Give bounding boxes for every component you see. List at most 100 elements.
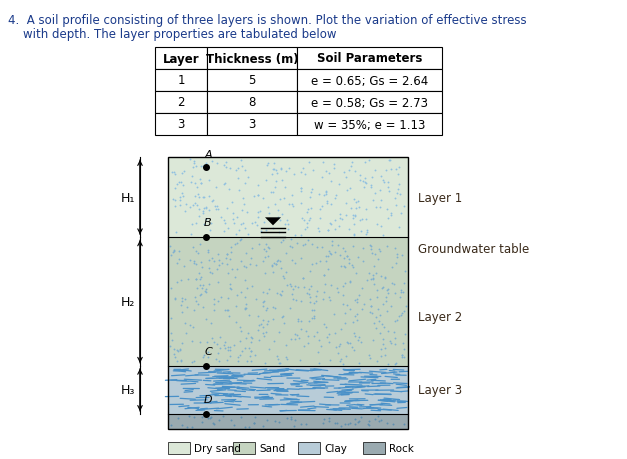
Point	[396, 289, 406, 296]
Point	[228, 265, 238, 273]
Point	[239, 201, 249, 208]
Point	[230, 241, 240, 248]
Point	[347, 344, 357, 351]
Point	[383, 286, 393, 293]
Point	[369, 251, 379, 258]
Point	[224, 313, 234, 320]
Point	[268, 315, 278, 323]
Point	[204, 269, 214, 276]
Point	[290, 231, 300, 239]
Point	[253, 312, 263, 319]
Point	[241, 305, 251, 312]
Point	[355, 177, 365, 185]
Point	[177, 169, 187, 177]
Point	[179, 168, 189, 175]
Point	[296, 185, 306, 192]
Point	[176, 358, 186, 365]
Point	[350, 213, 360, 220]
Text: Rock: Rock	[389, 443, 414, 453]
Point	[250, 352, 260, 359]
Point	[226, 416, 236, 424]
Point	[396, 312, 406, 319]
Point	[336, 356, 346, 363]
Point	[339, 169, 349, 177]
Point	[247, 283, 257, 291]
Point	[229, 422, 240, 429]
Point	[384, 338, 394, 345]
Point	[290, 260, 300, 267]
Point	[339, 263, 349, 270]
Point	[166, 329, 176, 336]
Point	[361, 180, 371, 187]
Point	[176, 357, 186, 364]
Point	[180, 208, 190, 216]
Point	[380, 352, 390, 359]
Point	[293, 317, 303, 325]
Point	[189, 259, 199, 267]
Bar	[297, 48, 442, 70]
Point	[196, 163, 206, 171]
Point	[378, 284, 388, 291]
Point	[279, 320, 289, 327]
Point	[206, 220, 216, 228]
Point	[324, 293, 334, 301]
Point	[345, 419, 356, 426]
Point	[166, 343, 176, 350]
Point	[265, 189, 275, 196]
Point	[250, 414, 260, 421]
Point	[264, 345, 274, 353]
Point	[340, 310, 350, 317]
Point	[225, 280, 235, 288]
Point	[287, 192, 297, 199]
Point	[289, 423, 299, 430]
Point	[204, 257, 214, 264]
Point	[384, 157, 394, 164]
Point	[302, 290, 312, 297]
Point	[361, 216, 371, 223]
Point	[325, 356, 335, 364]
Point	[372, 287, 382, 294]
Point	[371, 204, 381, 211]
Point	[189, 257, 199, 265]
Point	[219, 181, 229, 188]
Point	[191, 260, 201, 268]
Point	[335, 211, 345, 218]
Point	[386, 340, 396, 347]
Point	[246, 254, 256, 262]
Point	[295, 188, 305, 195]
Point	[297, 242, 307, 250]
Point	[298, 274, 308, 282]
Point	[242, 209, 252, 216]
Point	[344, 226, 354, 233]
Point	[201, 286, 211, 293]
Point	[239, 263, 249, 270]
Point	[179, 319, 189, 327]
Point	[383, 179, 393, 187]
Point	[335, 357, 345, 364]
Point	[391, 340, 401, 347]
Point	[303, 237, 313, 244]
Point	[349, 332, 359, 340]
Point	[375, 330, 385, 337]
Point	[356, 414, 366, 421]
Point	[201, 205, 211, 212]
Point	[364, 418, 374, 425]
Point	[191, 276, 201, 283]
Point	[297, 185, 307, 192]
Point	[212, 203, 222, 210]
Point	[376, 345, 386, 353]
Point	[171, 229, 181, 236]
Point	[360, 174, 370, 182]
Point	[172, 279, 182, 286]
Point	[343, 340, 353, 347]
Point	[172, 347, 182, 354]
Point	[354, 292, 364, 299]
Point	[373, 413, 383, 420]
Point	[398, 353, 408, 361]
Point	[201, 160, 211, 168]
Point	[367, 174, 377, 182]
Point	[366, 243, 376, 250]
Point	[303, 333, 313, 340]
Point	[352, 295, 362, 302]
Point	[362, 277, 372, 285]
